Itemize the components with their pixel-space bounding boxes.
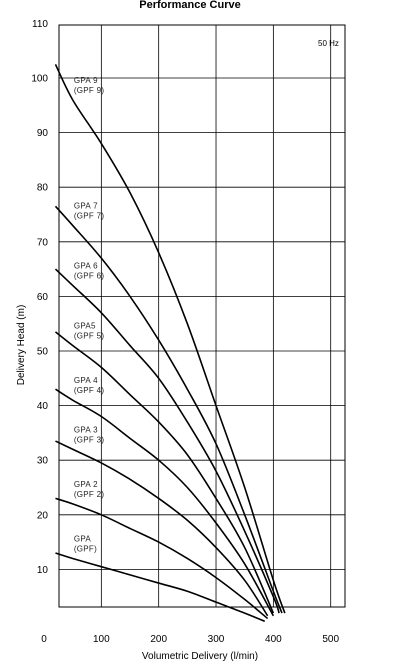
y-tick-labels: 10 20 30 40 50 60 70 80 90 100 110 <box>31 19 48 576</box>
curve-line <box>55 388 275 617</box>
curves <box>54 64 286 623</box>
curve-label-model: GPA 7 <box>74 201 98 210</box>
y-tick-label: 50 <box>37 347 49 358</box>
curve-line <box>54 331 275 614</box>
x-tick-label: 500 <box>322 634 339 645</box>
y-tick-label: 10 <box>37 565 49 576</box>
curve-line <box>54 205 283 614</box>
curve-label-variant: (GPF 2) <box>74 490 105 499</box>
curve-label-variant: (GPF 7) <box>74 211 105 220</box>
curve-label-variant: (GPF 4) <box>74 386 105 395</box>
x-tick-label: 100 <box>93 634 110 645</box>
y-tick-label: 90 <box>37 128 49 139</box>
curve-label-model: GPA 3 <box>74 425 98 434</box>
x-tick-label: 400 <box>265 634 282 645</box>
y-tick-label: 70 <box>37 237 49 248</box>
curve-line <box>54 268 280 614</box>
x-tick-label: 0 <box>41 634 47 645</box>
y-tick-label: 20 <box>37 510 49 521</box>
x-axis-label: Volumetric Delivery (l/min) <box>142 651 258 662</box>
grid <box>59 25 345 607</box>
curve-line <box>54 64 286 614</box>
curve-label-model: GPA 4 <box>74 376 98 385</box>
frequency-annotation: 50 Hz <box>318 39 339 48</box>
chart-title: Performance Curve <box>139 0 241 11</box>
y-tick-label: 80 <box>37 183 49 194</box>
y-tick-label: 100 <box>31 74 48 85</box>
curve-label-model: GPA 2 <box>74 480 98 489</box>
plot-frame <box>58 24 346 608</box>
curve-label-variant: (GPF) <box>74 544 97 553</box>
curve-line <box>55 440 269 617</box>
x-tick-label: 200 <box>150 634 167 645</box>
y-axis-label: Delivery Head (m) <box>16 305 27 386</box>
curve-labels: GPA 9(GPF 9) GPA 7(GPF 7) GPA 6(GPF 6) GPA5… <box>74 76 105 554</box>
y-tick-label: 110 <box>32 19 48 30</box>
curve-label-model: GPA <box>74 534 92 543</box>
curve-label-model: GPA5 <box>74 322 96 331</box>
curve-label-variant: (GPF 5) <box>74 332 105 341</box>
y-tick-label: 60 <box>37 292 49 303</box>
curve-label-variant: (GPF 3) <box>74 435 105 444</box>
curve-label-model: GPA 6 <box>74 261 98 270</box>
curve-label-variant: (GPF 6) <box>74 271 105 280</box>
y-tick-label: 40 <box>37 401 49 412</box>
curve-line <box>55 497 269 620</box>
curve-line <box>55 552 266 623</box>
y-tick-label: 30 <box>37 456 49 467</box>
x-tick-labels: 0 100 200 300 400 500 <box>41 634 339 645</box>
x-tick-label: 300 <box>208 634 225 645</box>
curve-label-model: GPA 9 <box>74 76 98 85</box>
curve-label-variant: (GPF 9) <box>74 86 105 95</box>
